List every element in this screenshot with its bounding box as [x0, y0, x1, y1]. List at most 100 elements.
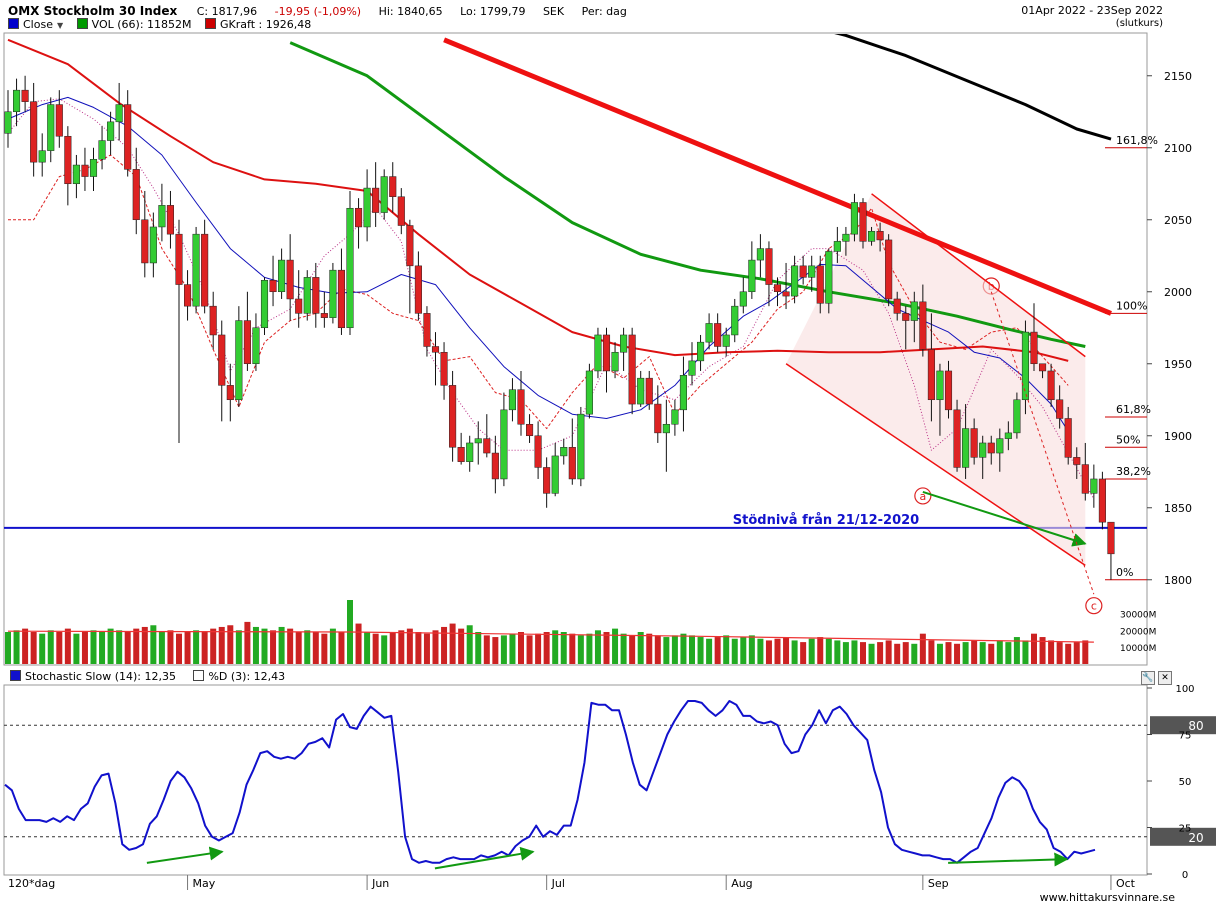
volume-bar — [355, 623, 362, 664]
candle-up — [363, 187, 371, 228]
volume-bar — [808, 638, 815, 664]
candle-down — [628, 334, 636, 405]
candle-down — [132, 169, 140, 221]
candle-down — [1056, 399, 1064, 419]
volume-bar — [321, 633, 328, 664]
candle-up — [508, 389, 516, 411]
volume-bar — [748, 635, 755, 664]
support-label: Stödnivå från 21/12-2020 — [733, 513, 919, 528]
stochastic-line — [4, 700, 1096, 864]
candle-up — [825, 251, 833, 304]
volume-bar — [389, 632, 396, 664]
candle-down — [64, 135, 72, 185]
candle-down — [1064, 418, 1072, 458]
volume-bar — [594, 630, 601, 664]
stoch-divergence-arrow — [146, 846, 224, 864]
volume-bar — [680, 633, 687, 664]
wrench-icon[interactable]: 🔧 — [1141, 671, 1155, 685]
ma-green-line — [289, 41, 1086, 348]
close-icon[interactable]: ✕ — [1158, 671, 1172, 685]
candle-up — [107, 121, 115, 141]
stoch-level-badge — [1150, 716, 1216, 735]
stochastic-tools: 🔧 ✕ — [1138, 670, 1172, 685]
volume-bar — [1073, 642, 1080, 664]
volume-bar — [945, 642, 952, 664]
legend-gkraft[interactable]: GKraft : 1926,48 — [220, 18, 312, 31]
channel-lower-line — [785, 363, 1086, 567]
candle-up — [731, 305, 739, 336]
candle-down — [645, 377, 653, 405]
candle-down — [21, 89, 29, 102]
candle-up — [996, 438, 1004, 454]
candle-down — [337, 269, 345, 329]
candle-down — [295, 298, 303, 314]
volume-bar — [954, 643, 961, 664]
candle-up — [4, 111, 12, 134]
candle-down — [226, 385, 234, 401]
volume-bar — [774, 638, 781, 664]
candle-up — [962, 428, 970, 468]
volume-bar — [868, 643, 875, 664]
candle-up — [149, 226, 157, 264]
volume-bar — [1013, 637, 1020, 664]
candle-up — [303, 277, 311, 314]
volume-bar — [971, 640, 978, 664]
y-tick-label: 1800 — [1164, 574, 1192, 587]
stochastic-signal: %D (3): 12,43 — [208, 670, 286, 683]
candle-down — [397, 196, 405, 226]
candle-up — [679, 375, 688, 411]
candle-down — [175, 233, 183, 285]
candle-up — [1004, 432, 1012, 439]
projection-line — [990, 291, 1095, 595]
volume-bar — [39, 633, 46, 664]
volume-bar — [509, 633, 516, 664]
volume-bar — [663, 637, 670, 664]
volume-bar — [184, 632, 191, 664]
candle-up — [346, 207, 354, 329]
x-month-label: Oct — [1116, 877, 1136, 890]
legend-swatch-close — [8, 18, 19, 29]
volume-bar — [415, 632, 422, 664]
stoch-divergence-arrow — [434, 846, 535, 870]
candle-up — [756, 248, 764, 261]
volume-bar — [227, 625, 234, 664]
candle-down — [987, 442, 995, 454]
candle-up — [500, 409, 508, 480]
legend-vol[interactable]: VOL (66): 11852M — [91, 18, 192, 31]
y-tick-label: 2050 — [1164, 214, 1192, 227]
candle-down — [166, 205, 174, 235]
volume-bar — [791, 640, 798, 664]
volume-tick-label: 30000M — [1120, 610, 1156, 620]
candle-down — [773, 284, 782, 293]
volume-bar — [1022, 640, 1029, 664]
candle-down — [1047, 370, 1055, 401]
volume-bar — [483, 635, 490, 664]
volume-bar — [270, 630, 277, 664]
candle-up — [671, 409, 679, 425]
candle-up — [910, 301, 918, 321]
volume-bar — [116, 630, 123, 664]
point-marker-a — [914, 487, 932, 505]
volume-bar — [825, 638, 832, 664]
candle-down — [816, 265, 824, 304]
volume-bar — [244, 621, 251, 664]
candle-down — [457, 447, 465, 462]
trendline-resistance — [443, 37, 1112, 316]
volume-bar — [1005, 642, 1012, 664]
volume-bar — [218, 626, 225, 664]
volume-bar — [423, 633, 430, 664]
candle-down — [970, 428, 978, 458]
volume-bar — [526, 635, 533, 664]
candle-up — [72, 164, 80, 185]
candle-up — [466, 442, 474, 462]
volume-bar — [475, 632, 482, 664]
volume-bar — [800, 642, 807, 664]
candle-up — [577, 413, 585, 480]
candle-up — [697, 341, 705, 362]
candle-down — [141, 219, 149, 264]
legend-close[interactable]: Close — [23, 18, 53, 31]
candle-down — [184, 284, 192, 307]
chevron-down-icon[interactable]: ▼ — [56, 21, 64, 30]
candle-up — [739, 291, 747, 307]
